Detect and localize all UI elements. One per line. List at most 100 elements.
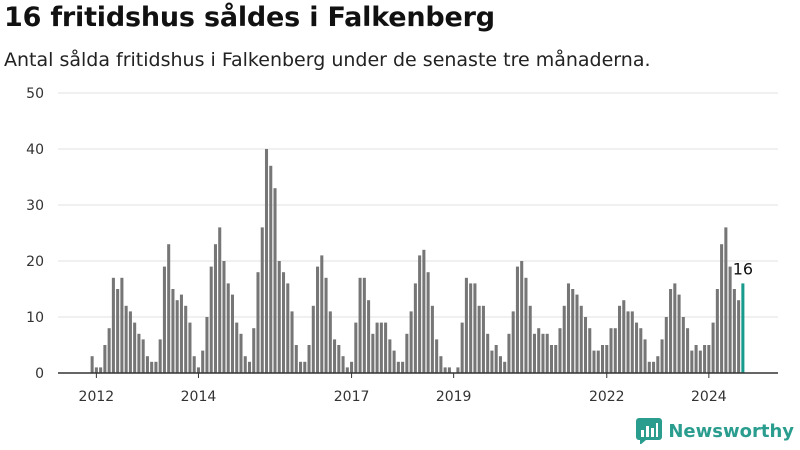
bar [469, 283, 473, 373]
bar [243, 356, 247, 373]
bar [264, 149, 269, 373]
bar [707, 345, 711, 373]
bar [622, 300, 626, 373]
bar [133, 322, 137, 373]
bar [286, 283, 290, 373]
bar [120, 277, 124, 373]
bar [362, 277, 366, 373]
bar [605, 345, 609, 373]
bar [413, 283, 417, 373]
bar [392, 350, 396, 373]
bar [311, 305, 315, 373]
brand-logo: Newsworthy [636, 418, 794, 444]
bar [447, 367, 451, 373]
bar [439, 356, 443, 373]
bar [664, 317, 668, 373]
bar [239, 333, 243, 373]
x-tick-label: 2014 [181, 389, 217, 405]
bar [269, 165, 273, 373]
bar [635, 322, 639, 373]
bar [494, 345, 498, 373]
bar [566, 283, 571, 373]
y-tick-label: 0 [35, 366, 44, 382]
bar [324, 277, 328, 373]
bar [720, 244, 724, 373]
bar [677, 294, 681, 373]
bar [375, 322, 379, 373]
bar [524, 277, 528, 373]
bar [145, 356, 149, 373]
annotations: 16 [733, 259, 753, 278]
x-axis-tick-labels: 2012 2014 2017 2019 2022 2024 [79, 373, 727, 405]
bar [460, 322, 464, 373]
bar [626, 311, 630, 373]
bar [596, 350, 600, 373]
bar [422, 249, 426, 373]
bar [384, 322, 388, 373]
brand-name: Newsworthy [668, 420, 794, 442]
bar [630, 311, 634, 373]
bar [354, 322, 358, 373]
bar [562, 305, 566, 373]
bar [409, 311, 413, 373]
bar [473, 283, 477, 373]
bar [537, 328, 541, 373]
bar [230, 294, 235, 373]
bar [703, 345, 707, 373]
bar [371, 333, 375, 373]
bar [358, 277, 362, 373]
bar [583, 317, 588, 373]
bar [111, 277, 115, 373]
bar [430, 305, 434, 373]
bar [290, 311, 294, 373]
y-tick-label: 30 [26, 198, 44, 214]
bar [486, 333, 490, 373]
latest-value-label: 16 [733, 259, 753, 278]
bar [396, 361, 400, 373]
bar [613, 328, 617, 373]
bar [154, 361, 158, 373]
bar [426, 272, 430, 373]
bar [715, 289, 719, 373]
bar [141, 339, 145, 373]
bar [652, 361, 656, 373]
bar [316, 266, 320, 373]
bar [618, 305, 622, 373]
bar [690, 350, 694, 373]
bar [592, 350, 596, 373]
bar [481, 305, 485, 373]
bar [201, 350, 205, 373]
bar [554, 345, 558, 373]
bar [179, 294, 183, 373]
bar [247, 361, 252, 373]
x-tick-label: 2019 [436, 389, 472, 405]
bars [90, 149, 745, 373]
bar [252, 328, 256, 373]
bar [303, 361, 307, 373]
bar [711, 322, 715, 373]
bar [116, 289, 120, 373]
y-tick-label: 10 [26, 310, 44, 326]
bar [175, 300, 179, 373]
bar [188, 322, 192, 373]
bar [388, 339, 392, 373]
bar [103, 345, 107, 373]
bar [511, 311, 515, 373]
bar [647, 361, 651, 373]
bar [507, 333, 511, 373]
bar [226, 283, 230, 373]
bar [728, 266, 732, 373]
bar [184, 305, 188, 373]
bar [196, 367, 200, 373]
bar [277, 261, 281, 373]
bar [435, 339, 439, 373]
bar [532, 333, 536, 373]
bar [724, 227, 728, 373]
bar [600, 345, 605, 373]
bar [669, 289, 673, 373]
bar [337, 345, 341, 373]
bar [260, 227, 264, 373]
x-tick-label: 2024 [691, 389, 727, 405]
bar [545, 333, 549, 373]
bar [609, 328, 613, 373]
